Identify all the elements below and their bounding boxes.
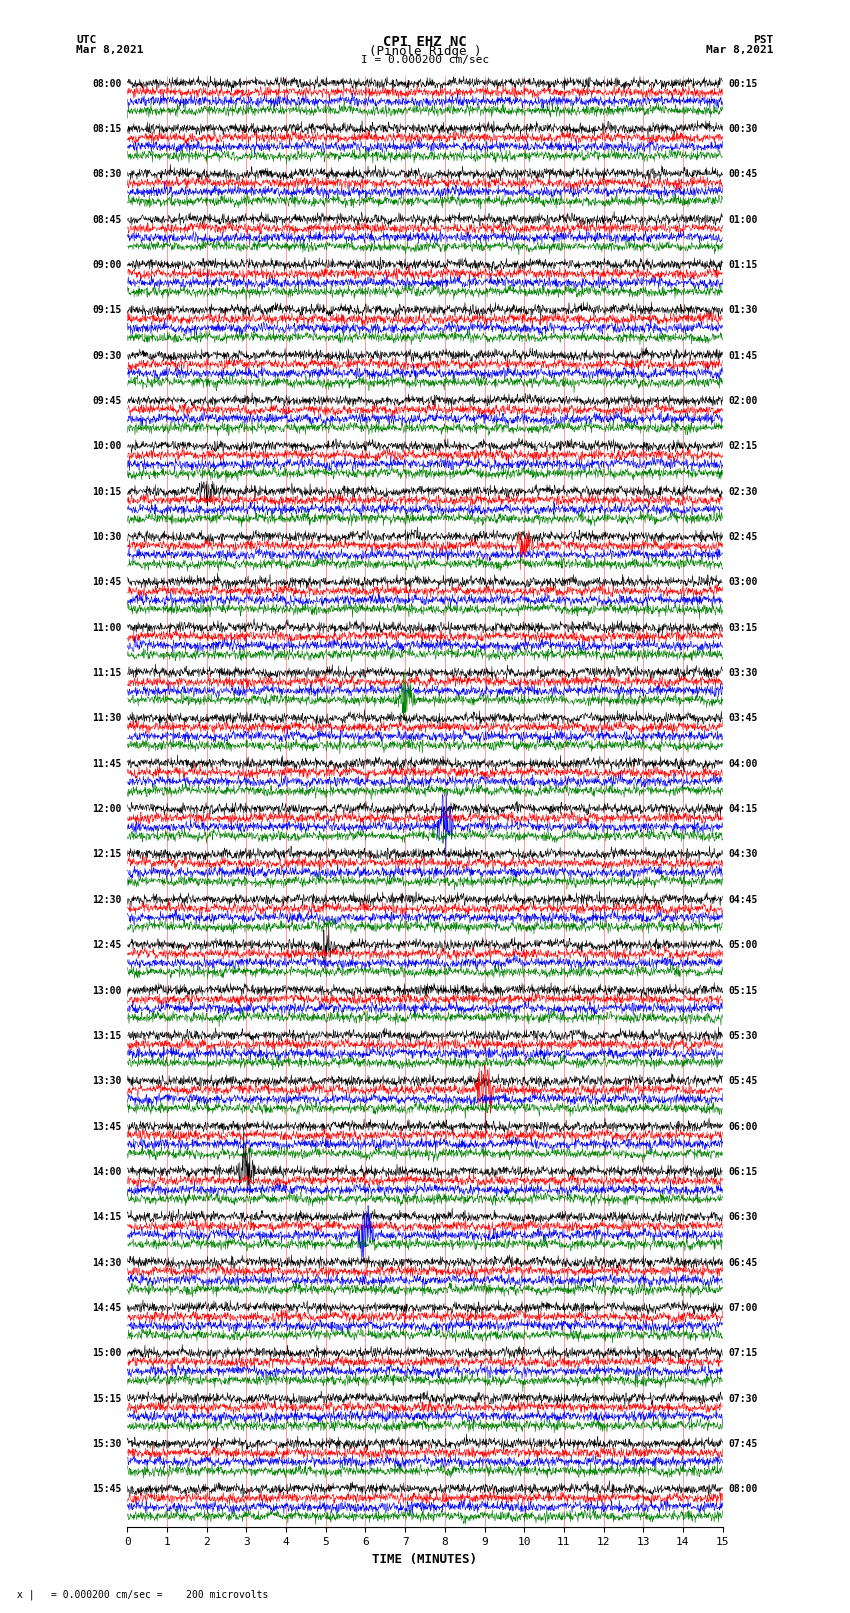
Text: 15:30: 15:30 <box>92 1439 122 1448</box>
Text: 03:30: 03:30 <box>728 668 758 677</box>
Text: 10:00: 10:00 <box>92 442 122 452</box>
Text: 04:30: 04:30 <box>728 850 758 860</box>
Text: 07:15: 07:15 <box>728 1348 758 1358</box>
Text: 09:00: 09:00 <box>92 260 122 269</box>
Text: 01:00: 01:00 <box>728 215 758 224</box>
Text: Mar 8,2021: Mar 8,2021 <box>76 45 144 55</box>
Text: 09:15: 09:15 <box>92 305 122 315</box>
Text: 04:45: 04:45 <box>728 895 758 905</box>
Text: 06:45: 06:45 <box>728 1258 758 1268</box>
Text: 13:15: 13:15 <box>92 1031 122 1040</box>
Text: 12:15: 12:15 <box>92 850 122 860</box>
Text: Mar 8,2021: Mar 8,2021 <box>706 45 774 55</box>
Text: CPI EHZ NC: CPI EHZ NC <box>383 35 467 50</box>
Text: 13:00: 13:00 <box>92 986 122 995</box>
Text: 15:45: 15:45 <box>92 1484 122 1494</box>
Text: UTC: UTC <box>76 35 97 45</box>
Text: 06:15: 06:15 <box>728 1166 758 1177</box>
Text: 11:45: 11:45 <box>92 758 122 769</box>
Text: 02:30: 02:30 <box>728 487 758 497</box>
Text: 02:00: 02:00 <box>728 397 758 406</box>
Text: 03:00: 03:00 <box>728 577 758 587</box>
Text: 13:30: 13:30 <box>92 1076 122 1086</box>
Text: 05:45: 05:45 <box>728 1076 758 1086</box>
Text: 08:30: 08:30 <box>92 169 122 179</box>
Text: 11:30: 11:30 <box>92 713 122 724</box>
Text: 10:15: 10:15 <box>92 487 122 497</box>
Text: 13:45: 13:45 <box>92 1121 122 1132</box>
Text: 14:30: 14:30 <box>92 1258 122 1268</box>
Text: 05:30: 05:30 <box>728 1031 758 1040</box>
Text: = 0.000200 cm/sec =    200 microvolts: = 0.000200 cm/sec = 200 microvolts <box>51 1590 269 1600</box>
Text: 03:45: 03:45 <box>728 713 758 724</box>
Text: 11:15: 11:15 <box>92 668 122 677</box>
Text: 03:15: 03:15 <box>728 623 758 632</box>
Text: 14:45: 14:45 <box>92 1303 122 1313</box>
Text: 15:15: 15:15 <box>92 1394 122 1403</box>
Text: 06:30: 06:30 <box>728 1213 758 1223</box>
Text: PST: PST <box>753 35 774 45</box>
Text: 12:30: 12:30 <box>92 895 122 905</box>
Text: 08:15: 08:15 <box>92 124 122 134</box>
Text: 09:30: 09:30 <box>92 350 122 361</box>
Text: 11:00: 11:00 <box>92 623 122 632</box>
Text: 08:00: 08:00 <box>92 79 122 89</box>
Text: 00:30: 00:30 <box>728 124 758 134</box>
Text: 05:15: 05:15 <box>728 986 758 995</box>
Text: 05:00: 05:00 <box>728 940 758 950</box>
Text: I = 0.000200 cm/sec: I = 0.000200 cm/sec <box>361 55 489 65</box>
Text: 15:00: 15:00 <box>92 1348 122 1358</box>
Text: 06:00: 06:00 <box>728 1121 758 1132</box>
Text: 01:15: 01:15 <box>728 260 758 269</box>
Text: 01:30: 01:30 <box>728 305 758 315</box>
Text: 12:45: 12:45 <box>92 940 122 950</box>
Text: 00:45: 00:45 <box>728 169 758 179</box>
Text: 02:45: 02:45 <box>728 532 758 542</box>
Text: 04:15: 04:15 <box>728 805 758 815</box>
Text: 12:00: 12:00 <box>92 805 122 815</box>
Text: 08:45: 08:45 <box>92 215 122 224</box>
Text: 14:00: 14:00 <box>92 1166 122 1177</box>
Text: x |: x | <box>17 1589 35 1600</box>
Text: 14:15: 14:15 <box>92 1213 122 1223</box>
X-axis label: TIME (MINUTES): TIME (MINUTES) <box>372 1553 478 1566</box>
Text: 07:00: 07:00 <box>728 1303 758 1313</box>
Text: 07:45: 07:45 <box>728 1439 758 1448</box>
Text: 00:15: 00:15 <box>728 79 758 89</box>
Text: 02:15: 02:15 <box>728 442 758 452</box>
Text: (Pinole Ridge ): (Pinole Ridge ) <box>369 45 481 58</box>
Text: 07:30: 07:30 <box>728 1394 758 1403</box>
Text: 10:45: 10:45 <box>92 577 122 587</box>
Text: 10:30: 10:30 <box>92 532 122 542</box>
Text: 04:00: 04:00 <box>728 758 758 769</box>
Text: 01:45: 01:45 <box>728 350 758 361</box>
Text: 08:00: 08:00 <box>728 1484 758 1494</box>
Text: 09:45: 09:45 <box>92 397 122 406</box>
